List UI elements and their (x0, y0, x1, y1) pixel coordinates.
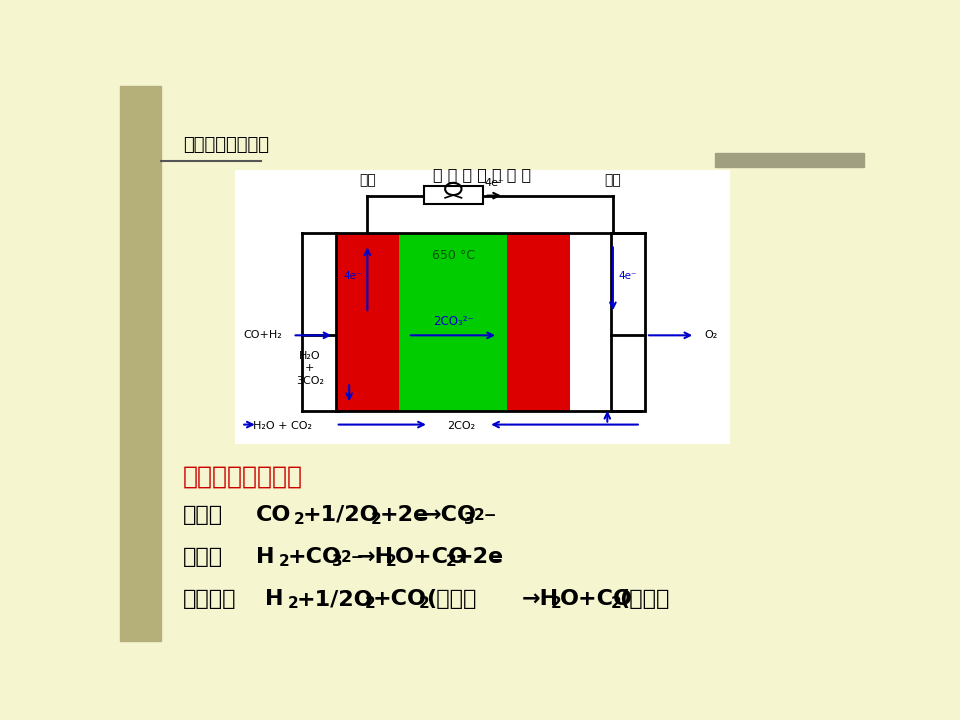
Bar (507, 233, 570, 410)
Text: 阳极：: 阳极： (183, 546, 224, 567)
Text: −: − (489, 550, 502, 568)
Text: −: − (414, 508, 428, 526)
Text: O+CO: O+CO (395, 546, 468, 567)
Text: 650 °C: 650 °C (432, 249, 475, 262)
Text: 阳极: 阳极 (359, 174, 375, 188)
Text: →CO: →CO (422, 505, 477, 525)
Text: (阳极）: (阳极） (619, 589, 669, 609)
Text: 2: 2 (278, 554, 289, 569)
Text: 2: 2 (294, 512, 304, 527)
Bar (423, 186, 483, 204)
Bar (120, 86, 161, 641)
Text: 4e⁻: 4e⁻ (618, 271, 637, 281)
Text: 3: 3 (332, 554, 343, 569)
Bar (399, 233, 507, 410)
Text: 2CO₃²⁻: 2CO₃²⁻ (433, 315, 473, 328)
Text: 电池反应方程式：: 电池反应方程式： (183, 464, 303, 488)
Text: H: H (256, 546, 275, 567)
Text: 2: 2 (551, 596, 562, 611)
Text: +1/2O: +1/2O (297, 589, 372, 609)
Text: 2: 2 (445, 554, 457, 569)
Text: 工作原理如下图：: 工作原理如下图： (183, 136, 269, 154)
Text: H: H (265, 589, 283, 609)
Text: 反 应 原 理 示 意 图: 反 应 原 理 示 意 图 (433, 168, 532, 183)
Text: 2CO₂: 2CO₂ (446, 421, 475, 431)
Text: 2: 2 (371, 512, 381, 527)
Text: 2−: 2− (341, 550, 365, 565)
Text: 4e⁻: 4e⁻ (344, 271, 362, 281)
Text: H₂O
+
3CO₂: H₂O + 3CO₂ (296, 351, 324, 385)
Text: H₂O + CO₂: H₂O + CO₂ (252, 421, 312, 431)
Text: O+CO: O+CO (560, 589, 633, 609)
Text: →H: →H (356, 546, 394, 567)
Text: 总反应：: 总反应： (183, 589, 237, 609)
Text: CO+H₂: CO+H₂ (244, 330, 282, 341)
Text: +2e: +2e (379, 505, 429, 525)
Text: 2: 2 (386, 554, 396, 569)
Bar (336, 233, 644, 410)
Text: 2: 2 (611, 596, 621, 611)
Text: 3: 3 (465, 512, 475, 527)
Text: 阴极：: 阴极： (183, 505, 224, 525)
Text: 4e⁻: 4e⁻ (484, 179, 504, 189)
Text: 阴极: 阴极 (605, 174, 621, 188)
Text: 2: 2 (287, 596, 299, 611)
Bar (336, 233, 399, 410)
Text: →H: →H (522, 589, 559, 609)
Bar (715, 153, 864, 167)
Text: (阴极）: (阴极） (426, 589, 477, 609)
Text: CO: CO (256, 505, 292, 525)
Bar (235, 169, 731, 444)
Text: O₂: O₂ (704, 330, 717, 341)
Text: +CO: +CO (372, 589, 427, 609)
Text: +2e: +2e (455, 546, 504, 567)
Text: 2−: 2− (473, 508, 497, 523)
Text: 2: 2 (419, 596, 429, 611)
Text: +CO: +CO (287, 546, 342, 567)
Text: 2: 2 (365, 596, 375, 611)
Text: +1/2O: +1/2O (302, 505, 379, 525)
